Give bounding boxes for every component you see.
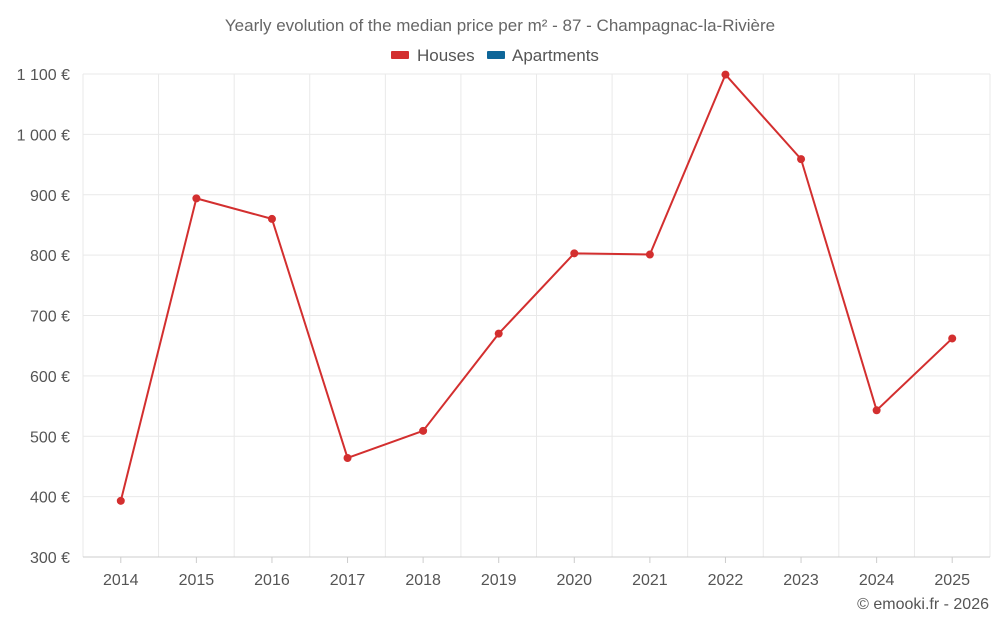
series-line-houses: [119, 73, 953, 502]
legend-label-houses: Houses: [417, 46, 475, 65]
x-tick-label: 2025: [934, 572, 970, 589]
legend: Houses Apartments: [391, 46, 599, 65]
credit-text: © emooki.fr - 2026: [857, 596, 989, 613]
x-tick-label: 2021: [632, 572, 668, 589]
data-point-houses[interactable]: [570, 249, 579, 258]
y-tick-label: 700 €: [30, 309, 70, 326]
data-point-houses[interactable]: [872, 406, 881, 415]
x-tick-label: 2023: [783, 572, 819, 589]
y-tick-label: 1 100 €: [17, 67, 70, 84]
grid: [82, 73, 991, 557]
legend-swatch-houses: [391, 51, 409, 59]
y-tick-label: 500 €: [30, 429, 70, 446]
data-point-houses[interactable]: [192, 194, 201, 203]
data-point-houses[interactable]: [948, 334, 957, 343]
data-point-houses[interactable]: [645, 250, 654, 259]
y-tick-label: 900 €: [30, 188, 70, 205]
y-axis: 300 € 400 € 500 € 600 € 700 € 800 € 900 € 1 000…: [17, 67, 70, 567]
data-point-houses[interactable]: [494, 329, 503, 338]
data-point-houses[interactable]: [267, 214, 276, 223]
x-tick-label: 2024: [859, 572, 895, 589]
data-point-houses[interactable]: [721, 70, 730, 79]
data-point-houses[interactable]: [797, 155, 806, 164]
y-tick-label: 600 €: [30, 369, 70, 386]
chart-title: Yearly evolution of the median price per…: [225, 16, 775, 35]
x-tick-label: 2017: [330, 572, 366, 589]
legend-label-apartments: Apartments: [512, 46, 599, 65]
y-tick-label: 300 €: [30, 550, 70, 567]
legend-item-houses[interactable]: Houses: [391, 46, 475, 65]
legend-swatch-apartments: [487, 51, 505, 59]
x-tick-label: 2015: [179, 572, 215, 589]
x-tick-label: 2018: [405, 572, 441, 589]
data-point-houses[interactable]: [116, 496, 125, 505]
legend-item-apartments[interactable]: Apartments: [487, 46, 599, 65]
x-tick-label: 2020: [556, 572, 592, 589]
y-tick-label: 1 000 €: [17, 127, 70, 144]
y-tick-label: 400 €: [30, 490, 70, 507]
x-tick-label: 2019: [481, 572, 517, 589]
x-tick-label: 2014: [103, 572, 139, 589]
series-houses: [116, 70, 957, 505]
data-point-houses[interactable]: [343, 453, 352, 462]
x-tick-label: 2016: [254, 572, 290, 589]
data-point-houses[interactable]: [419, 426, 428, 435]
x-tick-label: 2022: [708, 572, 744, 589]
y-tick-label: 800 €: [30, 248, 70, 265]
x-axis: 2014 2015 2016 2017 2018 2019 2020 2021 2022 2023…: [83, 556, 990, 589]
